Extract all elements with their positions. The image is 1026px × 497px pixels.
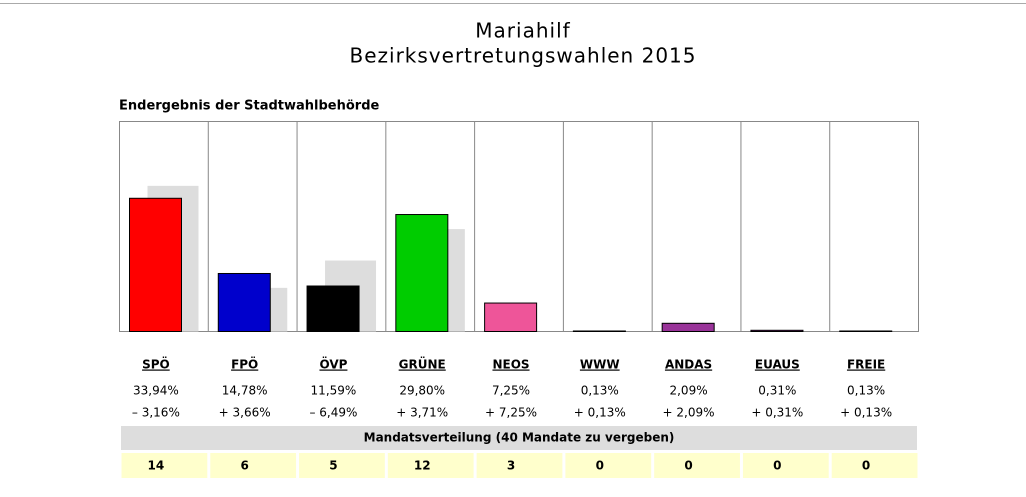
change-label: + 0,13%	[574, 406, 626, 420]
mandate-cell	[476, 453, 563, 478]
mandates-band	[121, 426, 917, 450]
percent-label: 29,80%	[399, 384, 445, 398]
mandate-cell	[742, 453, 829, 478]
chart-subtitle: Bezirksvertretungswahlen 2015	[350, 44, 697, 68]
change-label: – 3,16%	[132, 406, 180, 420]
mandate-count: 5	[329, 459, 337, 473]
party-name[interactable]: GRÜNE	[399, 357, 446, 372]
mandate-count: 0	[684, 459, 692, 473]
party-name[interactable]: SPÖ	[142, 357, 170, 372]
percent-label: 33,94%	[133, 384, 179, 398]
percent-label: 2,09%	[669, 384, 707, 398]
percent-label: 0,13%	[581, 384, 619, 398]
party-name[interactable]: ANDAS	[665, 358, 712, 372]
bar	[395, 214, 449, 332]
chart-heading: Endergebnis der Stadtwahlbehörde	[119, 99, 380, 114]
bar	[839, 330, 893, 332]
mandate-count: 6	[240, 459, 248, 473]
mandate-cell	[121, 453, 208, 478]
bar	[129, 197, 182, 332]
mandate-count: 0	[862, 459, 870, 473]
bar	[306, 285, 360, 332]
mandate-cell	[654, 453, 740, 478]
percent-label: 14,78%	[222, 384, 268, 398]
party-name[interactable]: EUAUS	[755, 358, 800, 372]
bar	[484, 302, 538, 332]
percent-label: 0,31%	[758, 384, 796, 398]
change-label: + 2,09%	[663, 406, 715, 420]
mandate-count: 0	[773, 459, 781, 473]
party-name[interactable]: WWW	[580, 358, 620, 372]
percent-label: 0,13%	[847, 384, 885, 398]
bar	[661, 322, 715, 333]
percent-label: 11,59%	[311, 384, 357, 398]
change-label: + 3,71%	[396, 406, 448, 420]
bar	[217, 272, 271, 332]
change-label: + 0,31%	[751, 406, 803, 420]
party-name[interactable]: NEOS	[492, 358, 529, 372]
mandate-cell	[387, 453, 474, 478]
bar	[572, 330, 626, 332]
party-name[interactable]: FREIE	[847, 358, 885, 372]
change-label: + 7,25%	[485, 406, 537, 420]
mandate-cell	[299, 453, 385, 478]
percent-label: 7,25%	[492, 384, 530, 398]
mandate-count: 12	[414, 459, 431, 473]
change-label: + 3,66%	[219, 406, 271, 420]
mandate-cell	[831, 453, 918, 478]
mandates-title: Mandatsverteilung (40 Mandate zu vergebe…	[364, 431, 675, 445]
mandate-count: 3	[507, 459, 515, 473]
bar	[750, 329, 804, 332]
mandate-count: 14	[148, 459, 165, 473]
chart-title: Mariahilf	[475, 19, 570, 43]
change-label: – 6,49%	[309, 406, 357, 420]
mandate-count: 0	[596, 459, 604, 473]
party-name[interactable]: FPÖ	[231, 357, 258, 372]
party-name[interactable]: ÖVP	[319, 357, 347, 372]
mandate-cell	[565, 453, 652, 478]
mandate-cell	[210, 453, 297, 478]
change-label: + 0,13%	[840, 406, 892, 420]
